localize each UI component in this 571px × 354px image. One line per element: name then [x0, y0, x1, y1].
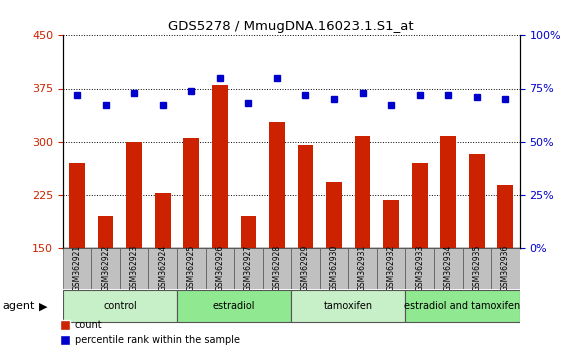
Bar — [320, 248, 348, 289]
Bar — [463, 248, 491, 289]
Bar — [240, 216, 256, 248]
Bar — [377, 248, 405, 289]
Bar — [126, 142, 142, 248]
Bar — [297, 145, 313, 248]
Bar — [212, 85, 228, 248]
Text: GSM362926: GSM362926 — [215, 245, 224, 291]
Bar — [98, 216, 114, 248]
Text: GSM362932: GSM362932 — [387, 245, 396, 291]
Text: GSM362922: GSM362922 — [101, 245, 110, 291]
Bar — [148, 248, 177, 289]
Bar — [269, 122, 285, 248]
Bar — [497, 185, 513, 248]
Text: ▶: ▶ — [39, 301, 47, 311]
Bar — [348, 248, 377, 289]
Bar — [177, 248, 206, 289]
Text: GSM362921: GSM362921 — [73, 245, 82, 291]
Text: GSM362930: GSM362930 — [329, 245, 339, 291]
Text: GSM362925: GSM362925 — [187, 245, 196, 291]
Text: GSM362928: GSM362928 — [272, 245, 282, 291]
Bar — [69, 163, 85, 248]
Bar — [177, 290, 291, 322]
Text: GSM362935: GSM362935 — [472, 245, 481, 291]
Bar — [326, 182, 342, 248]
Bar — [155, 193, 171, 248]
Text: estradiol: estradiol — [213, 301, 255, 311]
Text: tamoxifen: tamoxifen — [324, 301, 373, 311]
Bar — [469, 154, 485, 248]
Bar — [291, 290, 405, 322]
Bar — [355, 136, 371, 248]
Bar — [440, 136, 456, 248]
Bar — [405, 290, 520, 322]
Text: GSM362929: GSM362929 — [301, 245, 310, 291]
Legend: count, percentile rank within the sample: count, percentile rank within the sample — [57, 316, 244, 349]
Text: control: control — [103, 301, 137, 311]
Bar — [491, 248, 520, 289]
Text: GSM362933: GSM362933 — [415, 245, 424, 291]
Bar — [291, 248, 320, 289]
Bar — [234, 248, 263, 289]
Bar — [120, 248, 148, 289]
Text: GSM362936: GSM362936 — [501, 245, 510, 291]
Text: GSM362931: GSM362931 — [358, 245, 367, 291]
Text: agent: agent — [3, 301, 35, 311]
Text: GSM362934: GSM362934 — [444, 245, 453, 291]
Bar — [405, 248, 434, 289]
Title: GDS5278 / MmugDNA.16023.1.S1_at: GDS5278 / MmugDNA.16023.1.S1_at — [168, 20, 414, 33]
Text: GSM362923: GSM362923 — [130, 245, 139, 291]
Bar — [63, 248, 91, 289]
Bar — [183, 138, 199, 248]
Bar — [63, 290, 177, 322]
Bar — [263, 248, 291, 289]
Text: GSM362924: GSM362924 — [158, 245, 167, 291]
Bar — [206, 248, 234, 289]
Bar — [383, 200, 399, 248]
Bar — [434, 248, 463, 289]
Bar — [91, 248, 120, 289]
Text: estradiol and tamoxifen: estradiol and tamoxifen — [404, 301, 521, 311]
Text: GSM362927: GSM362927 — [244, 245, 253, 291]
Bar — [412, 163, 428, 248]
